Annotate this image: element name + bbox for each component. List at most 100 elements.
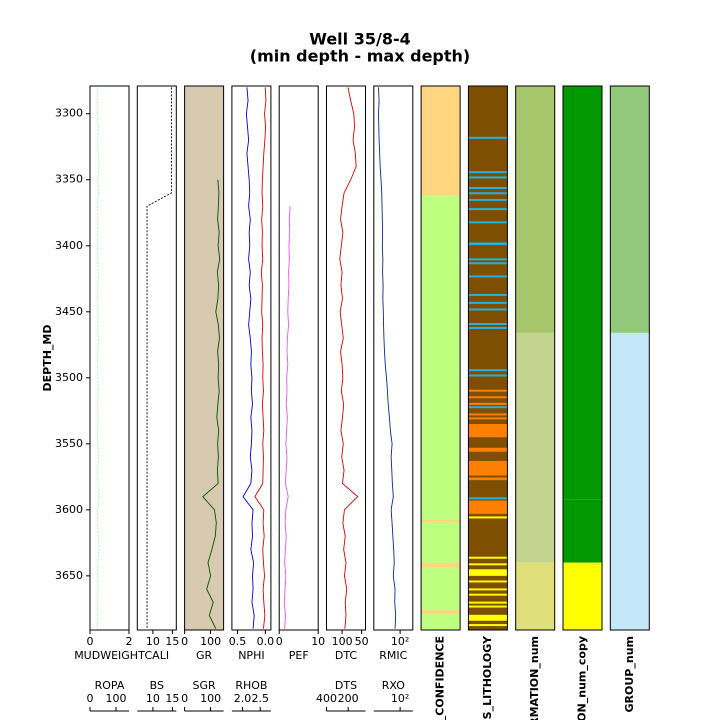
interval (421, 519, 461, 523)
interval (468, 176, 508, 179)
track-frame (420, 85, 461, 631)
interval (468, 262, 508, 265)
log-curve (283, 206, 291, 629)
track-label: RMATION_num (528, 636, 541, 720)
interval (468, 588, 508, 591)
track-frame (373, 85, 414, 631)
interval (468, 136, 508, 139)
interval (515, 332, 555, 563)
scale-label: DTC (335, 649, 358, 662)
scale-tick-label: 10² (391, 692, 409, 705)
scale-tick-label: 100 (200, 635, 221, 648)
scale-tick-label: 100 (332, 635, 353, 648)
log-curve (96, 87, 100, 629)
y-tick-label: 3300 (55, 107, 83, 120)
scale-tick-label: 0 (87, 692, 94, 705)
interval (468, 326, 508, 329)
y-tick-label: 3450 (55, 305, 83, 318)
scale-tick-label: 400 (316, 692, 337, 705)
interval (468, 86, 508, 630)
log-curve (377, 87, 397, 629)
track-frame (231, 85, 272, 631)
scale-tick-label: 0 (181, 635, 188, 648)
log-curve (339, 87, 359, 629)
interval (468, 293, 508, 296)
scale-tick-label: 0 (181, 692, 188, 705)
y-tick-label: 3600 (55, 503, 83, 516)
scale-label: GR (196, 649, 213, 662)
track-frame (609, 85, 650, 631)
track-background (184, 86, 224, 630)
scale-label: ROPA (95, 679, 125, 692)
interval (468, 569, 508, 576)
scale-tick-label: 200 (338, 692, 359, 705)
interval (468, 275, 508, 278)
scale-label: MUDWEIGHT (74, 649, 145, 662)
track-label: TION_num_copy (576, 636, 589, 720)
interval (468, 374, 508, 377)
scale-tick-label: 2.0 (234, 692, 252, 705)
track-frame (515, 85, 556, 631)
y-tick-label: 3500 (55, 371, 83, 384)
track-label: S_CONFIDENCE (434, 636, 447, 720)
scale-tick-label: 100 (200, 692, 221, 705)
scale-label: DTS (335, 679, 357, 692)
interval (421, 195, 461, 631)
interval (468, 624, 508, 627)
chart-subtitle: (min depth - max depth) (250, 47, 470, 66)
interval (421, 562, 461, 568)
interval (468, 221, 508, 224)
scale-label: CALI (145, 649, 170, 662)
scale-label: RHOB (235, 679, 267, 692)
interval (468, 500, 508, 514)
scale-tick-label: 10² (391, 635, 409, 648)
track-frame (326, 85, 366, 631)
scale-label: BS (150, 679, 164, 692)
scale-tick-label: 0.0 (257, 635, 275, 648)
scale-tick-label: 100 (106, 692, 127, 705)
scale-label: NPHI (238, 649, 264, 662)
y-tick-label: 3550 (55, 437, 83, 450)
track-frame (562, 85, 603, 631)
track-frame (136, 85, 177, 631)
log-curve (202, 179, 221, 629)
interval (468, 417, 508, 420)
interval (468, 413, 508, 416)
interval (610, 86, 650, 333)
scale-tick-label: 2 (126, 635, 133, 648)
interval (468, 389, 508, 392)
interval (468, 477, 508, 481)
interval (468, 580, 508, 583)
y-tick-label: 3650 (55, 569, 83, 582)
scale-tick-label: 15 (165, 692, 179, 705)
interval (468, 301, 508, 304)
scale-tick-label: 0.5 (229, 635, 247, 648)
y-tick-label: 3400 (55, 239, 83, 252)
log-curve (254, 87, 267, 629)
chart-title: Well 35/8-4 (309, 30, 410, 49)
interval (468, 323, 508, 325)
track-label: GROUP_num (623, 636, 636, 712)
interval (515, 86, 555, 333)
interval (468, 369, 508, 372)
scale-tick-label: 10 (311, 635, 325, 648)
interval (468, 605, 508, 608)
interval (563, 499, 602, 563)
interval (515, 562, 555, 630)
interval (468, 308, 508, 311)
interval (610, 332, 650, 630)
scale-label: SGR (193, 679, 217, 692)
interval (468, 187, 508, 189)
interval (468, 447, 508, 452)
track-frame (467, 85, 508, 631)
interval (468, 171, 508, 174)
log-curve (242, 87, 255, 629)
interval (563, 86, 602, 500)
interval (563, 562, 602, 630)
track-frame (278, 85, 319, 631)
interval (468, 258, 508, 261)
interval (468, 424, 508, 438)
track-frame (89, 85, 130, 631)
interval (468, 614, 508, 621)
